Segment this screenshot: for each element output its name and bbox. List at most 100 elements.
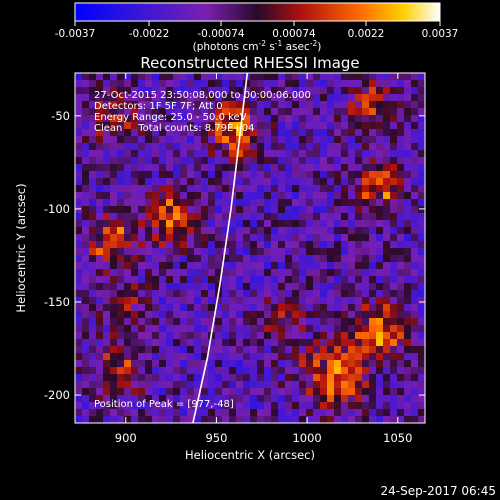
heatmap-cell: [222, 80, 230, 88]
heatmap-cell: [285, 409, 293, 417]
heatmap-cell: [159, 150, 167, 158]
heatmap-cell: [75, 283, 83, 291]
heatmap-cell: [418, 143, 425, 151]
heatmap-cell: [320, 353, 328, 361]
heatmap-cell: [131, 129, 139, 137]
heatmap-cell: [285, 367, 293, 375]
heatmap-cell: [215, 129, 223, 137]
heatmap-cell: [236, 150, 244, 158]
heatmap-cell: [187, 220, 195, 228]
heatmap-cell: [271, 318, 279, 326]
heatmap-cell: [201, 416, 209, 423]
heatmap-cell: [138, 416, 146, 423]
heatmap-cell: [257, 374, 265, 382]
heatmap-cell: [187, 101, 195, 109]
heatmap-cell: [194, 283, 202, 291]
heatmap-cell: [173, 381, 181, 389]
heatmap-cell: [145, 143, 153, 151]
heatmap-cell: [376, 206, 384, 214]
heatmap-cell: [278, 143, 286, 151]
heatmap-cell: [369, 164, 377, 172]
heatmap-cell: [334, 395, 342, 403]
heatmap-cell: [411, 150, 419, 158]
heatmap-cell: [250, 164, 258, 172]
heatmap-cell: [306, 360, 314, 368]
heatmap-cell: [404, 185, 412, 193]
heatmap-cell: [138, 178, 146, 186]
heatmap-cell: [376, 346, 384, 354]
heatmap-cell: [229, 199, 237, 207]
heatmap-cell: [418, 332, 425, 340]
heatmap-cell: [257, 332, 265, 340]
heatmap-cell: [187, 199, 195, 207]
heatmap-cell: [194, 199, 202, 207]
heatmap-cell: [327, 346, 335, 354]
heatmap-cell: [96, 178, 104, 186]
heatmap-cell: [285, 213, 293, 221]
heatmap-cell: [271, 241, 279, 249]
heatmap-cell: [411, 241, 419, 249]
heatmap-cell: [264, 360, 272, 368]
heatmap-cell: [173, 269, 181, 277]
heatmap-cell: [348, 80, 356, 88]
heatmap-cell: [75, 409, 83, 417]
heatmap-cell: [110, 178, 118, 186]
heatmap-cell: [355, 213, 363, 221]
heatmap-cell: [397, 416, 405, 423]
heatmap-cell: [278, 297, 286, 305]
heatmap-cell: [131, 87, 139, 95]
heatmap-cell: [124, 164, 132, 172]
heatmap-cell: [110, 318, 118, 326]
heatmap-cell: [173, 122, 181, 130]
heatmap-cell: [236, 101, 244, 109]
heatmap-cell: [89, 353, 97, 361]
heatmap-cell: [208, 213, 216, 221]
heatmap-cell: [404, 290, 412, 298]
heatmap-cell: [75, 199, 83, 207]
heatmap-cell: [327, 255, 335, 263]
heatmap-cell: [397, 304, 405, 312]
heatmap-cell: [397, 143, 405, 151]
heatmap-cell: [159, 416, 167, 423]
heatmap-cell: [215, 220, 223, 228]
heatmap-cell: [278, 353, 286, 361]
heatmap-cell: [334, 353, 342, 361]
heatmap-cell: [327, 220, 335, 228]
heatmap-cell: [103, 87, 111, 95]
heatmap-cell: [404, 304, 412, 312]
heatmap-cell: [131, 80, 139, 88]
heatmap-cell: [355, 150, 363, 158]
heatmap-cell: [278, 269, 286, 277]
heatmap-cell: [299, 164, 307, 172]
heatmap-cell: [96, 318, 104, 326]
heatmap-cell: [166, 402, 174, 410]
heatmap-cell: [404, 241, 412, 249]
heatmap-cell: [355, 332, 363, 340]
heatmap-cell: [250, 269, 258, 277]
heatmap-cell: [124, 283, 132, 291]
heatmap-cell: [250, 262, 258, 270]
heatmap-cell: [180, 381, 188, 389]
heatmap-cell: [222, 108, 230, 116]
heatmap-cell: [299, 276, 307, 284]
heatmap-cell: [362, 192, 370, 200]
heatmap-cell: [376, 255, 384, 263]
heatmap-cell: [271, 367, 279, 375]
heatmap-cell: [320, 248, 328, 256]
heatmap-cell: [348, 269, 356, 277]
heatmap-cell: [208, 311, 216, 319]
heatmap-cell: [124, 297, 132, 305]
heatmap-cell: [117, 395, 125, 403]
heatmap-cell: [376, 360, 384, 368]
heatmap-cell: [236, 388, 244, 396]
heatmap-cell: [306, 171, 314, 179]
heatmap-cell: [187, 346, 195, 354]
heatmap-cell: [194, 388, 202, 396]
heatmap-cell: [257, 150, 265, 158]
heatmap-cell: [390, 262, 398, 270]
heatmap-cell: [103, 199, 111, 207]
heatmap-cell: [327, 269, 335, 277]
heatmap-cell: [250, 108, 258, 116]
heatmap-cell: [257, 276, 265, 284]
heatmap-cell: [264, 248, 272, 256]
